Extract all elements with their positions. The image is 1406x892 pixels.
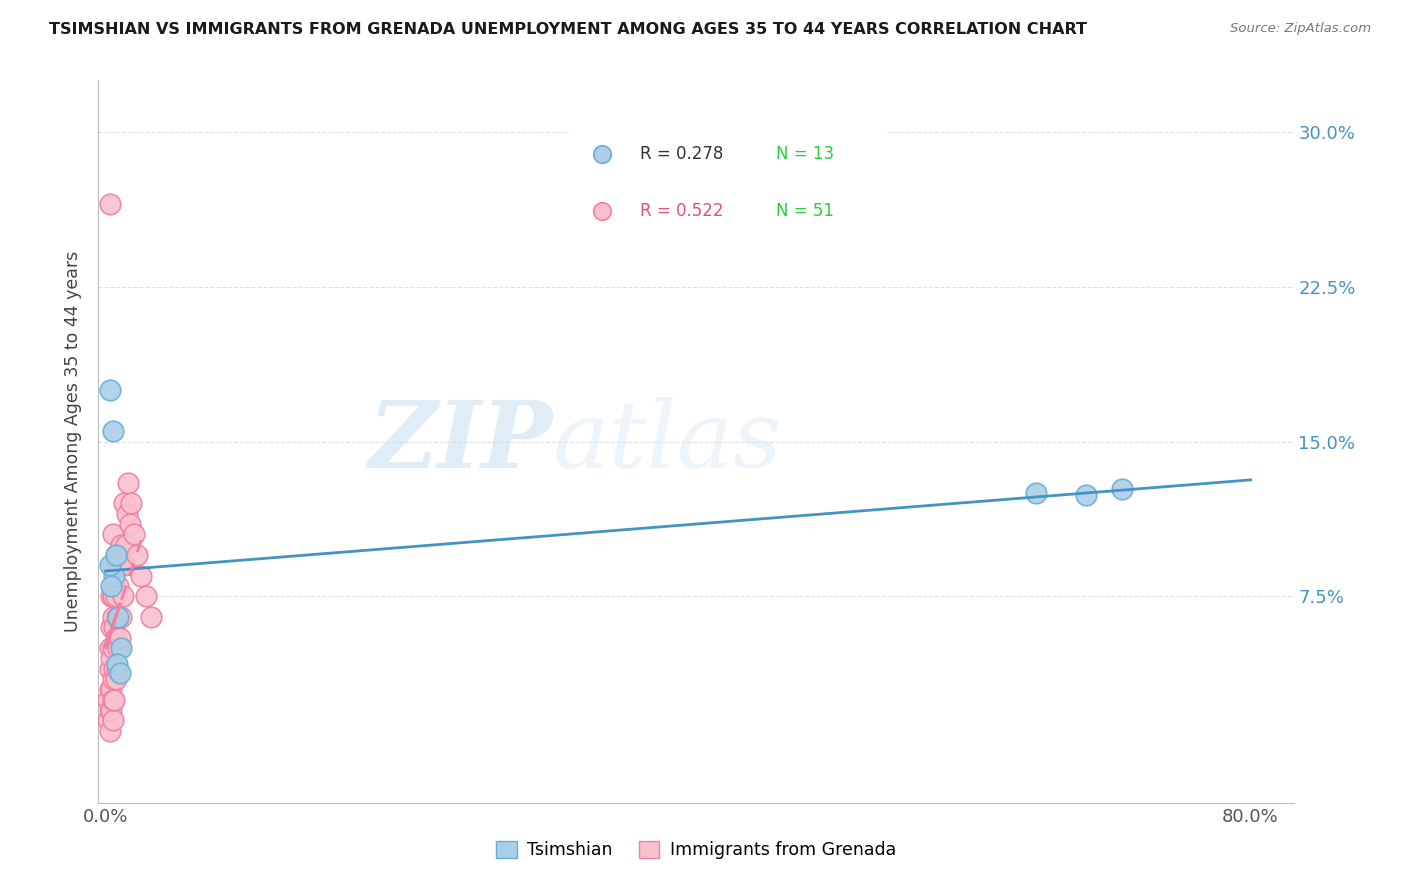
Point	[112, 496, 135, 510]
Point	[101, 527, 124, 541]
Point	[105, 610, 128, 624]
Text: TSIMSHIAN VS IMMIGRANTS FROM GRENADA UNEMPLOYMENT AMONG AGES 35 TO 44 YEARS CORR: TSIMSHIAN VS IMMIGRANTS FROM GRENADA UNE…	[49, 22, 1087, 37]
Point	[115, 507, 138, 521]
Point	[103, 579, 125, 593]
Point	[100, 579, 122, 593]
Point	[105, 558, 128, 573]
Point	[125, 548, 148, 562]
Point	[135, 590, 157, 604]
Point	[1074, 488, 1097, 502]
Point	[100, 682, 122, 697]
Point	[101, 672, 124, 686]
Point	[110, 610, 132, 624]
Point	[103, 662, 125, 676]
Point	[104, 548, 127, 562]
Point	[105, 662, 128, 676]
Point	[110, 640, 132, 655]
Point	[104, 590, 127, 604]
Point	[108, 665, 131, 680]
Point	[101, 610, 124, 624]
Point	[101, 713, 124, 727]
Point	[108, 558, 131, 573]
Point	[120, 496, 142, 510]
Point	[100, 620, 122, 634]
Point	[98, 558, 121, 573]
Y-axis label: Unemployment Among Ages 35 to 44 years: Unemployment Among Ages 35 to 44 years	[63, 251, 82, 632]
Point	[122, 527, 145, 541]
Point	[114, 538, 136, 552]
Point	[117, 475, 139, 490]
Point	[103, 568, 125, 582]
Point	[101, 692, 124, 706]
Point	[101, 590, 124, 604]
Point	[98, 703, 121, 717]
Point	[107, 640, 129, 655]
Point	[101, 640, 124, 655]
Point	[98, 640, 121, 655]
Text: atlas: atlas	[553, 397, 782, 486]
Text: ZIP: ZIP	[368, 397, 553, 486]
Point	[105, 657, 128, 672]
Point	[100, 703, 122, 717]
Point	[97, 713, 120, 727]
Point	[104, 631, 127, 645]
Point	[98, 197, 121, 211]
Legend: Tsimshian, Immigrants from Grenada: Tsimshian, Immigrants from Grenada	[489, 834, 903, 866]
Point	[101, 424, 124, 438]
Text: Source: ZipAtlas.com: Source: ZipAtlas.com	[1230, 22, 1371, 36]
Point	[103, 692, 125, 706]
Point	[98, 723, 121, 738]
Point	[1111, 482, 1133, 496]
Point	[98, 682, 121, 697]
Point	[131, 568, 153, 582]
Point	[104, 672, 127, 686]
Point	[110, 538, 132, 552]
Point	[104, 548, 127, 562]
Point	[107, 610, 129, 624]
Point	[1025, 486, 1047, 500]
Point	[100, 590, 122, 604]
Point	[107, 579, 129, 593]
Point	[98, 383, 121, 397]
Point	[97, 692, 120, 706]
Point	[101, 558, 124, 573]
Point	[141, 610, 163, 624]
Point	[98, 662, 121, 676]
Point	[112, 558, 135, 573]
Point	[111, 590, 134, 604]
Point	[118, 517, 141, 532]
Point	[100, 651, 122, 665]
Point	[103, 620, 125, 634]
Point	[108, 631, 131, 645]
